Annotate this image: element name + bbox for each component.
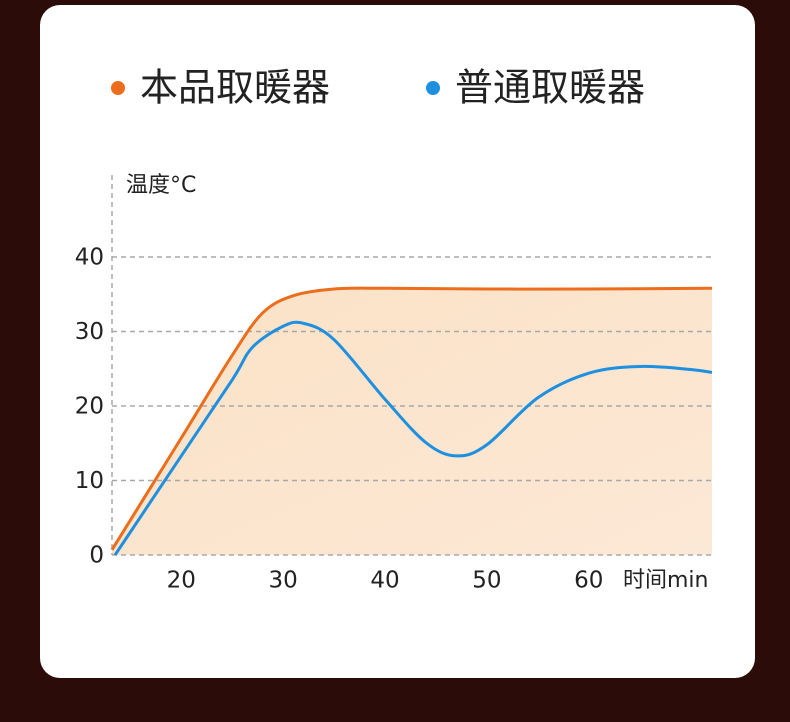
y-tick-label: 10	[75, 468, 104, 494]
series-line	[113, 320, 713, 556]
legend-label: 普通取暖器	[455, 66, 645, 110]
series-line	[110, 286, 713, 551]
x-axis-title: 时间min	[623, 568, 709, 593]
legend-marker	[111, 81, 125, 95]
x-tick-label: 60	[574, 568, 603, 594]
y-tick-label: 40	[75, 244, 104, 270]
y-tick-label: 30	[75, 319, 104, 345]
x-tick-label: 40	[370, 568, 399, 594]
x-tick-label: 20	[167, 568, 196, 594]
y-tick-label: 20	[75, 393, 104, 419]
legend-label: 本品取暖器	[140, 66, 330, 110]
legend-marker	[426, 81, 440, 95]
x-tick-label: 50	[472, 568, 501, 594]
area-fill	[112, 288, 712, 555]
y-axis-title: 温度°C	[126, 173, 196, 198]
x-tick-label: 30	[268, 568, 297, 594]
y-tick-label: 0	[89, 543, 104, 569]
